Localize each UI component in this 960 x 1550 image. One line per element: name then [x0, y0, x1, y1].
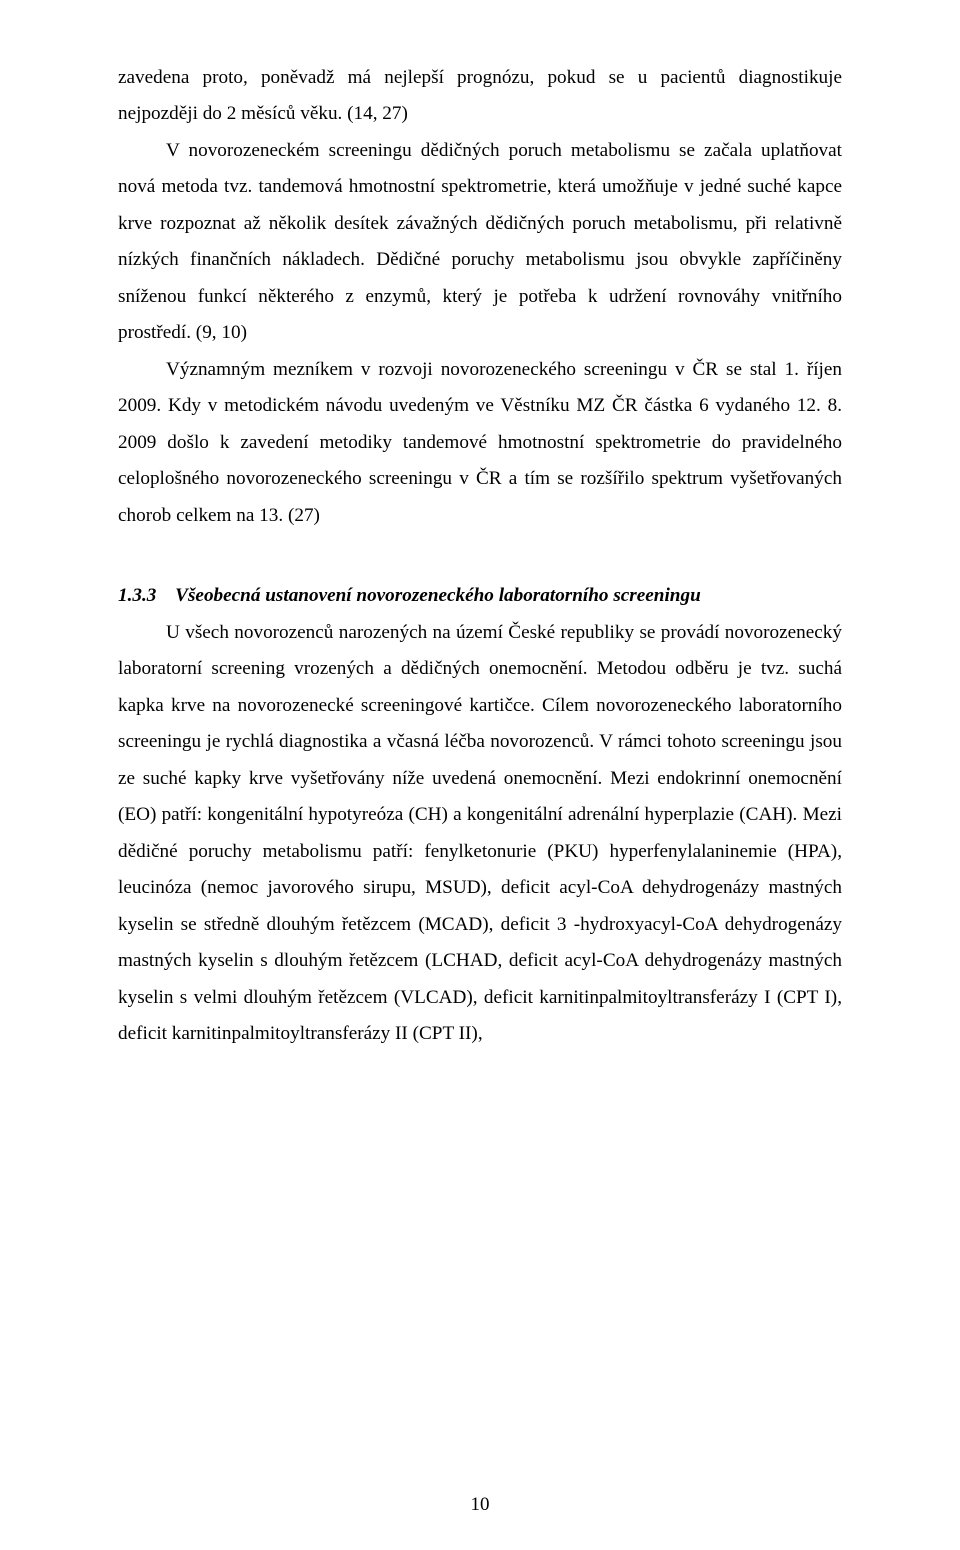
- paragraph-2: V novorozeneckém screeningu dědičných po…: [118, 133, 842, 352]
- page-number: 10: [0, 1495, 960, 1514]
- section-heading-1-3-3: 1.3.3 Všeobecná ustanovení novorozenecké…: [118, 578, 842, 614]
- section-number: 1.3.3: [118, 585, 156, 606]
- paragraph-1: zavedena proto, poněvadž má nejlepší pro…: [118, 60, 842, 133]
- section-title: Všeobecná ustanovení novorozeneckého lab…: [175, 585, 701, 606]
- document-page: zavedena proto, poněvadž má nejlepší pro…: [0, 0, 960, 1550]
- paragraph-3: Významným mezníkem v rozvoji novorozenec…: [118, 352, 842, 534]
- section-body: U všech novorozenců narozených na území …: [118, 615, 842, 1053]
